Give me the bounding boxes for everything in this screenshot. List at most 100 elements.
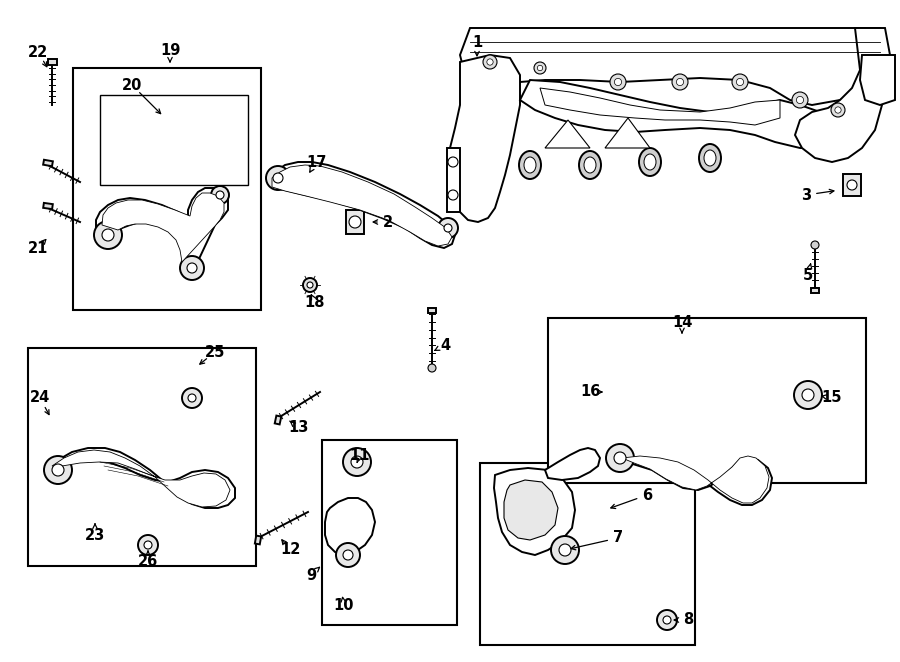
Circle shape xyxy=(732,74,748,90)
Text: 3: 3 xyxy=(801,187,811,203)
Polygon shape xyxy=(520,80,862,148)
Circle shape xyxy=(216,191,224,199)
Circle shape xyxy=(615,78,622,85)
Circle shape xyxy=(672,74,688,90)
Circle shape xyxy=(144,541,152,549)
Ellipse shape xyxy=(579,151,601,179)
Circle shape xyxy=(188,394,196,402)
Polygon shape xyxy=(494,468,575,555)
Circle shape xyxy=(187,263,197,273)
Circle shape xyxy=(273,173,283,183)
Circle shape xyxy=(606,444,634,472)
Text: 7: 7 xyxy=(613,530,623,545)
Circle shape xyxy=(835,107,842,113)
Circle shape xyxy=(349,216,361,228)
Polygon shape xyxy=(860,55,895,105)
Circle shape xyxy=(44,456,72,484)
Polygon shape xyxy=(52,450,230,507)
Text: 18: 18 xyxy=(305,295,325,310)
Text: 13: 13 xyxy=(288,420,308,436)
Polygon shape xyxy=(272,165,452,246)
Bar xyxy=(100,95,248,185)
Circle shape xyxy=(180,256,204,280)
Ellipse shape xyxy=(704,150,716,166)
Ellipse shape xyxy=(584,157,596,173)
Text: 16: 16 xyxy=(580,385,600,399)
Circle shape xyxy=(847,180,857,190)
Text: 8: 8 xyxy=(683,612,693,628)
Circle shape xyxy=(534,62,546,74)
Polygon shape xyxy=(811,287,819,293)
Polygon shape xyxy=(255,536,261,544)
Polygon shape xyxy=(43,203,53,209)
Bar xyxy=(346,210,364,234)
Polygon shape xyxy=(325,498,375,555)
Polygon shape xyxy=(460,28,885,105)
Polygon shape xyxy=(545,448,600,480)
Circle shape xyxy=(266,166,290,190)
Polygon shape xyxy=(102,193,224,262)
Circle shape xyxy=(138,535,158,555)
Text: 11: 11 xyxy=(350,448,370,463)
Text: 6: 6 xyxy=(642,487,652,502)
Circle shape xyxy=(610,74,626,90)
Circle shape xyxy=(736,78,743,85)
Circle shape xyxy=(307,282,313,288)
Circle shape xyxy=(551,536,579,564)
Circle shape xyxy=(483,55,497,69)
Polygon shape xyxy=(620,458,772,505)
Text: 4: 4 xyxy=(440,338,450,352)
Circle shape xyxy=(102,229,114,241)
Polygon shape xyxy=(96,188,228,278)
Circle shape xyxy=(336,543,360,567)
Circle shape xyxy=(438,218,458,238)
Text: 22: 22 xyxy=(28,44,48,60)
Circle shape xyxy=(831,103,845,117)
Text: 25: 25 xyxy=(205,344,225,359)
Circle shape xyxy=(343,448,371,476)
Circle shape xyxy=(487,59,493,65)
Circle shape xyxy=(802,389,814,401)
Polygon shape xyxy=(795,28,890,162)
Circle shape xyxy=(796,97,804,103)
Circle shape xyxy=(448,190,458,200)
Polygon shape xyxy=(447,55,520,222)
Circle shape xyxy=(559,544,571,556)
Circle shape xyxy=(792,92,808,108)
Polygon shape xyxy=(504,480,558,540)
Ellipse shape xyxy=(519,151,541,179)
Text: 20: 20 xyxy=(122,77,142,93)
Text: 12: 12 xyxy=(280,542,301,557)
Circle shape xyxy=(448,157,458,167)
Polygon shape xyxy=(622,456,769,503)
Circle shape xyxy=(211,186,229,204)
Circle shape xyxy=(52,464,64,476)
Circle shape xyxy=(811,241,819,249)
Text: 17: 17 xyxy=(306,154,326,169)
Bar xyxy=(480,463,695,645)
Bar xyxy=(73,68,261,310)
Text: 23: 23 xyxy=(85,528,105,542)
Polygon shape xyxy=(43,160,53,166)
Polygon shape xyxy=(428,308,436,312)
Circle shape xyxy=(657,610,677,630)
Text: 5: 5 xyxy=(803,267,813,283)
Polygon shape xyxy=(48,59,57,65)
Circle shape xyxy=(444,224,452,232)
Circle shape xyxy=(182,388,202,408)
Circle shape xyxy=(303,278,317,292)
Text: 26: 26 xyxy=(138,555,158,569)
Polygon shape xyxy=(48,448,235,508)
Text: 14: 14 xyxy=(671,314,692,330)
Text: 9: 9 xyxy=(306,567,316,583)
Ellipse shape xyxy=(524,157,536,173)
Polygon shape xyxy=(545,120,590,148)
Polygon shape xyxy=(540,88,780,125)
Circle shape xyxy=(677,78,684,85)
Polygon shape xyxy=(605,118,650,148)
Bar xyxy=(322,440,457,625)
Text: 24: 24 xyxy=(30,391,50,406)
Polygon shape xyxy=(447,148,460,212)
Circle shape xyxy=(614,452,626,464)
Text: 10: 10 xyxy=(334,598,355,614)
